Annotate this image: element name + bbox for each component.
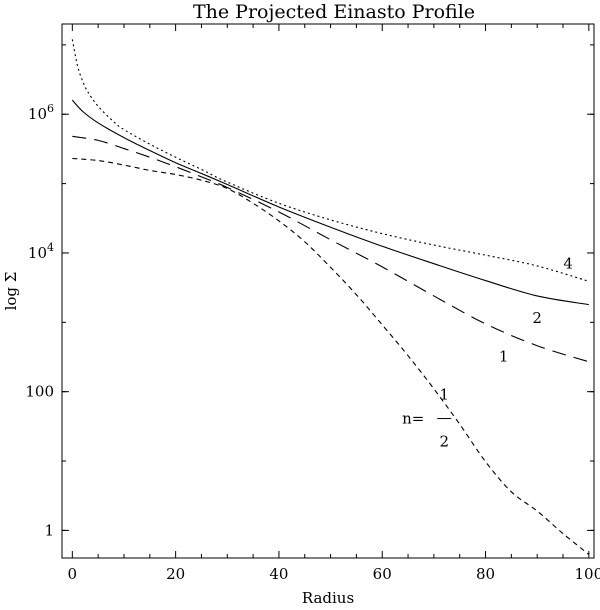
y-axis-label: log Σ: [2, 272, 20, 311]
annotations: 4 2 1 n= 1 2: [402, 255, 573, 451]
y-axis: 1 100 104 106: [25, 44, 594, 539]
curve-label: n=: [402, 410, 424, 428]
curve-label: 1: [499, 348, 509, 366]
x-axis: 0 20 40 60 80 100: [68, 24, 600, 583]
y-tick-label: 100: [25, 383, 54, 401]
x-tick-label: 80: [476, 565, 495, 583]
series-line: [71, 99, 589, 306]
y-tick-label: 1: [44, 521, 54, 539]
series-line: [71, 39, 589, 282]
x-tick-label: 0: [68, 565, 78, 583]
curve-label: 2: [439, 433, 449, 451]
series-line: [72, 157, 590, 555]
x-tick-label: 40: [269, 565, 288, 583]
x-tick-label: 20: [166, 565, 185, 583]
x-tick-label: 60: [373, 565, 392, 583]
series-line: [72, 135, 589, 363]
curves: [71, 39, 590, 555]
plot-frame: [61, 23, 595, 559]
x-axis-label: Radius: [302, 589, 354, 607]
y-tick-label: 106: [28, 102, 54, 123]
curve-label: 1: [439, 386, 449, 404]
chart-title: The Projected Einasto Profile: [193, 1, 475, 23]
curve-label: 4: [563, 255, 573, 273]
curve-label: 2: [532, 309, 542, 327]
x-tick-label: 100: [575, 565, 600, 583]
y-tick-label: 104: [28, 241, 54, 262]
